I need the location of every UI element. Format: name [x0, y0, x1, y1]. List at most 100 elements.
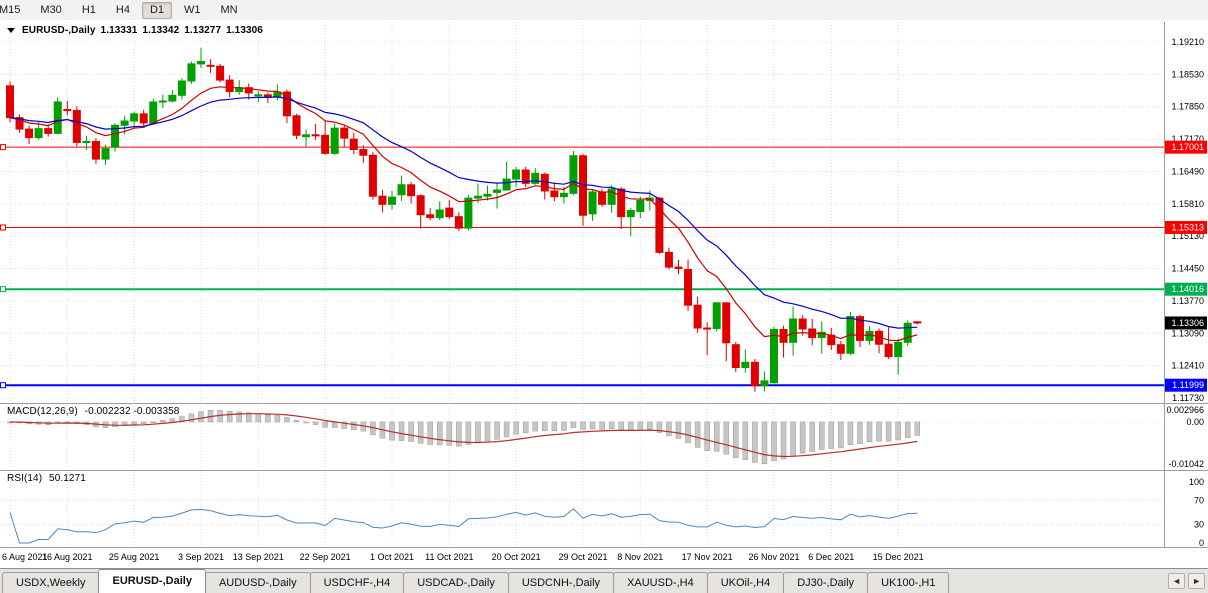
candle-body [607, 188, 616, 205]
timeframe-button-D1[interactable]: D1 [141, 1, 172, 19]
candle-body [664, 251, 673, 268]
tab-scroll-left-icon[interactable]: ◄ [1168, 573, 1186, 589]
macd-bar [656, 421, 663, 433]
macd-bar [265, 414, 271, 423]
macd-bar [226, 411, 233, 423]
candle-body [187, 63, 196, 82]
hline-price-label-box [1165, 282, 1207, 296]
chart-canvas[interactable]: 1.19210 1.18530 1.17850 1.17170 1.16490 1.158… [0, 20, 1208, 567]
candle-body [388, 196, 396, 205]
macd-bar [666, 421, 672, 437]
candle-body [693, 304, 702, 329]
macd-bar [456, 421, 462, 447]
macd-bar [408, 421, 414, 442]
candle-body [894, 341, 903, 358]
price-tick-label: 1.19210 [1171, 37, 1204, 47]
date-tick-label: 6 Dec 2021 [808, 552, 854, 562]
timeframe-button-M30[interactable]: M30 [40, 3, 62, 16]
chart-tab-eurusd-daily[interactable]: EURUSD-,Daily [98, 569, 206, 593]
candle-body [598, 191, 607, 205]
macd-bar [246, 412, 252, 423]
chart-tab-usdcnh-daily[interactable]: USDCNH-,Daily [507, 572, 615, 593]
candle-body [130, 113, 139, 122]
current-price-label-text: 1.13306 [1171, 318, 1204, 328]
chart-tab-ukoil-h4[interactable]: UKOil-,H4 [706, 572, 785, 593]
candle-body [206, 64, 215, 67]
chart-tab-usdx-weekly[interactable]: USDX,Weekly [2, 572, 100, 593]
macd-bar [513, 421, 519, 435]
price-tick-label: 1.14450 [1171, 264, 1204, 274]
tab-scroll-right-icon[interactable]: ► [1188, 573, 1205, 589]
candle-body [884, 343, 893, 358]
quote-open: 1.13331 [100, 25, 138, 36]
hline-handle[interactable] [0, 144, 6, 151]
candles-down [6, 59, 922, 392]
rsi-indicator-header: RSI(14) 50.1271 [7, 473, 86, 484]
date-tick-label: 6 Aug 2021 [2, 552, 48, 562]
hline-handle[interactable] [0, 382, 6, 389]
timeframe-button-H4[interactable]: H4 [115, 3, 130, 16]
macd-bar [475, 421, 481, 444]
timeframe-button-W1[interactable]: W1 [184, 3, 201, 16]
candle-body [741, 361, 750, 369]
timeframe-button-MN[interactable]: MN [220, 3, 238, 16]
chart-tab-usdcad-daily[interactable]: USDCAD-,Daily [403, 572, 509, 593]
macd-bar [542, 421, 548, 432]
candle-body [464, 197, 473, 229]
hline-price-label-text: 1.15313 [1171, 222, 1204, 232]
candle-body [531, 172, 540, 184]
hline-price-label-box [1165, 140, 1207, 154]
macd-bar [198, 411, 204, 423]
chart-tab-dj30-daily[interactable]: DJ30-,Daily [783, 572, 869, 593]
rsi-axis-label: 100 [1189, 477, 1204, 487]
macd-axis-label: -0.01042 [1168, 459, 1204, 469]
price-tick-label: 1.17170 [1171, 134, 1204, 144]
candle-body [770, 328, 778, 384]
timeframe-button-H1[interactable]: H1 [81, 3, 96, 16]
macd-bar [761, 421, 768, 465]
symbol-label: EURUSD-,Daily [22, 25, 96, 36]
hline-price-label: 1.17001 [1165, 140, 1207, 154]
candle-body [177, 80, 186, 96]
macd-label: MACD(12,26,9) [7, 406, 78, 417]
candle-body [378, 195, 387, 205]
macd-bar [561, 421, 567, 431]
candle-body [435, 209, 444, 219]
candle-body [359, 149, 368, 156]
chart-dropdown-arrow-icon[interactable] [7, 28, 15, 33]
tab-scroll-buttons: ◄ ► [1168, 573, 1205, 589]
macd-bar [312, 421, 319, 425]
date-tick-label: 26 Nov 2021 [748, 552, 799, 562]
macd-bar [790, 421, 796, 456]
candle-body [91, 140, 100, 160]
timeframe-button-M15[interactable]: M15 [0, 3, 21, 16]
candle-body [712, 302, 721, 330]
macd-bar [685, 421, 691, 443]
candle-body [321, 134, 330, 154]
chart-tab-xauusd-h4[interactable]: XAUUSD-,H4 [613, 572, 708, 593]
price-axis[interactable]: 1.19210 1.18530 1.17850 1.17170 1.16490 1.158… [1166, 37, 1204, 548]
macd-bar [169, 418, 176, 423]
date-tick-label: 13 Sep 2021 [233, 552, 284, 562]
hline-handle[interactable] [0, 286, 6, 293]
rsi-axis-label: 0 [1199, 538, 1204, 548]
hline-price-label: 1.15313 [1165, 220, 1207, 234]
candle-body [626, 209, 635, 218]
candle-body [6, 85, 14, 119]
macd-bar [131, 421, 137, 425]
hline-price-label-text: 1.11999 [1172, 380, 1204, 390]
price-tick-label: 1.18530 [1171, 69, 1204, 79]
pane-borders [0, 22, 1208, 548]
macd-bar [522, 421, 529, 434]
timeframe-toolbar: M15 M30 H1 H4 D1 W1 MN [0, 0, 1208, 21]
macd-bar [503, 421, 510, 438]
candle-body [473, 195, 482, 199]
hline-handle[interactable] [0, 224, 6, 231]
chart-tab-audusd-daily[interactable]: AUDUSD-,Daily [204, 572, 311, 593]
chart-grid [0, 22, 1164, 547]
chart-background[interactable] [0, 20, 1208, 567]
chart-tab-uk100-h1[interactable]: UK100-,H1 [867, 572, 950, 593]
chart-tab-usdchf-h4[interactable]: USDCHF-,H4 [309, 572, 405, 593]
macd-bar [895, 421, 901, 441]
